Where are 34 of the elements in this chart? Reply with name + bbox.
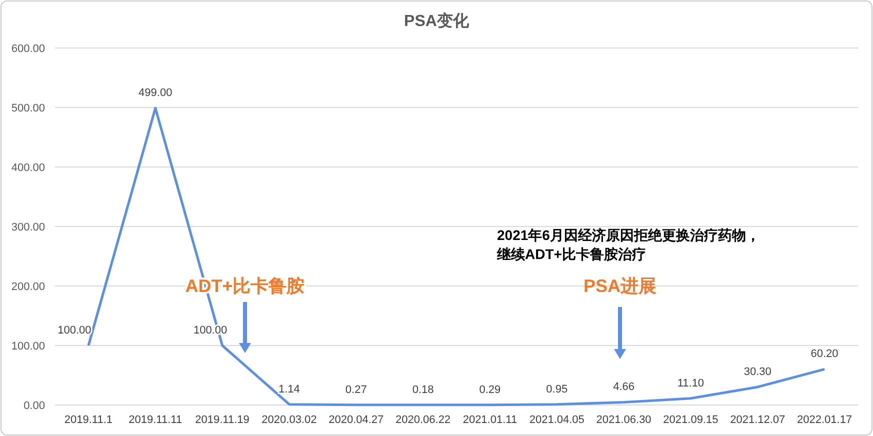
x-tick-label: 2020.04.27 xyxy=(328,414,384,426)
x-tick-label: 2021.01.11 xyxy=(462,414,518,426)
data-label: 0.18 xyxy=(412,384,434,396)
annotation: 继续ADT+比卡鲁胺治疗 xyxy=(496,246,646,262)
x-tick-label: 2019.11.11 xyxy=(128,414,182,426)
data-label: 4.66 xyxy=(613,381,635,394)
x-tick-label: 2019.11.1 xyxy=(64,414,113,426)
data-label: 11.10 xyxy=(677,377,704,390)
x-tick-label: 2021.06.30 xyxy=(596,414,652,426)
y-tick-label: 400.00 xyxy=(11,162,45,174)
y-tick-label: 300.00 xyxy=(11,222,45,234)
x-tick-label: 2019.11.19 xyxy=(195,414,250,426)
annotation: 2021年6月因经济原因拒绝更换治疗药物， xyxy=(497,227,760,243)
x-tick-label: 2022.01.17 xyxy=(797,414,852,426)
y-tick-label: 200.00 xyxy=(11,281,45,293)
x-tick-label: 2020.03.02 xyxy=(262,414,317,426)
data-label: 499.00 xyxy=(138,87,172,100)
y-tick-label: 100.00 xyxy=(11,340,45,352)
data-label: 60.20 xyxy=(810,348,838,360)
annotation: PSA进展 xyxy=(583,276,657,296)
x-tick-label: 2021.04.05 xyxy=(529,414,584,426)
y-tick-label: 600.00 xyxy=(11,43,45,55)
x-tick-label: 2021.12.07 xyxy=(730,414,786,426)
data-label: 100.00 xyxy=(58,324,92,336)
y-tick-label: 500.00 xyxy=(11,102,45,114)
chart-title: PSA变化 xyxy=(404,12,470,30)
data-label: 30.30 xyxy=(744,366,772,378)
y-tick-label: 0.00 xyxy=(24,400,45,412)
data-label: 1.14 xyxy=(278,383,300,396)
data-label: 0.29 xyxy=(479,384,501,396)
x-tick-label: 2021.09.15 xyxy=(663,414,718,426)
data-label: 0.95 xyxy=(546,383,568,396)
data-label: 0.27 xyxy=(345,384,367,396)
x-tick-label: 2020.06.22 xyxy=(396,414,451,426)
